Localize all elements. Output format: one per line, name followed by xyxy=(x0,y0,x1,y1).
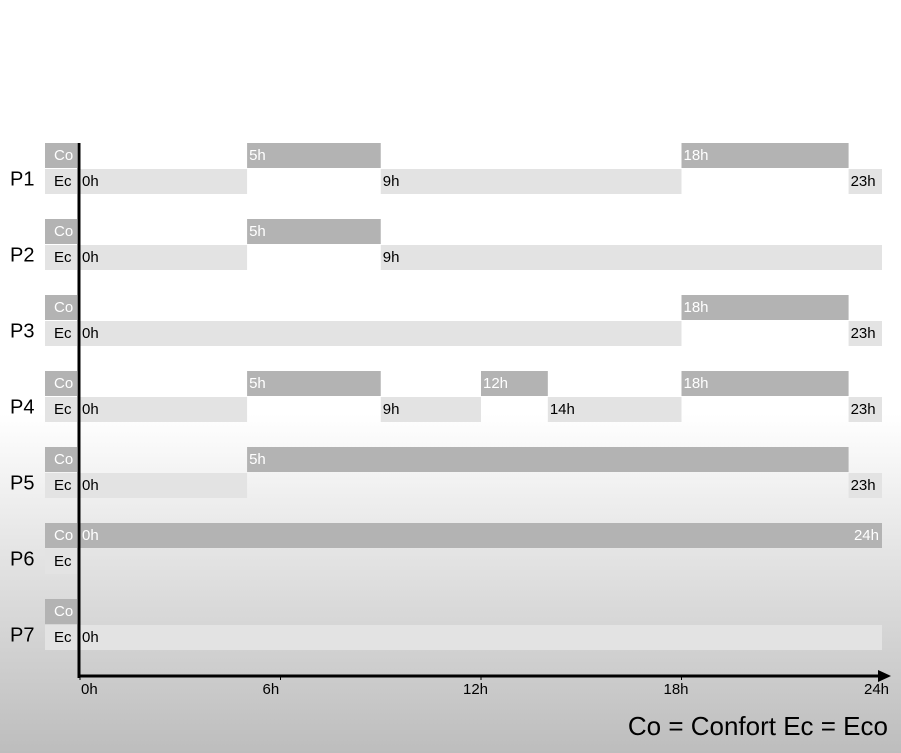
row-label: P1 xyxy=(10,168,34,190)
ec-segment xyxy=(380,169,682,194)
ec-label: Ec xyxy=(54,173,72,190)
ec-segment xyxy=(848,473,882,498)
segment-start-label: 23h xyxy=(851,173,876,190)
co-segment xyxy=(681,143,849,168)
segment-start-label: 9h xyxy=(383,173,400,190)
co-label-box xyxy=(45,523,77,548)
row-label: P6 xyxy=(10,548,34,570)
co-label-box xyxy=(45,447,77,472)
segment-start-label: 9h xyxy=(383,401,400,418)
co-label: Co xyxy=(54,299,73,316)
co-segment xyxy=(80,523,882,548)
segment-start-label: 0h xyxy=(82,401,99,418)
segment-start-label: 12h xyxy=(483,375,508,392)
ec-segment xyxy=(80,397,248,422)
x-tick-label: 24h xyxy=(864,681,889,698)
x-tick-label: 0h xyxy=(81,681,98,698)
co-segment xyxy=(247,143,381,168)
co-label: Co xyxy=(54,603,73,620)
co-label-box xyxy=(45,143,77,168)
ec-segment xyxy=(380,397,481,422)
segment-start-label: 18h xyxy=(684,147,709,164)
ec-segment xyxy=(80,169,248,194)
co-segment xyxy=(681,295,849,320)
ec-label-box xyxy=(45,245,77,270)
row-label: P2 xyxy=(10,244,34,266)
segment-start-label: 5h xyxy=(249,147,266,164)
co-label-box xyxy=(45,295,77,320)
co-segment xyxy=(681,371,849,396)
segment-start-label: 0h xyxy=(82,629,99,646)
ec-segment xyxy=(380,245,882,270)
ec-segment xyxy=(80,625,882,650)
co-label: Co xyxy=(54,527,73,544)
ec-label-box xyxy=(45,549,77,574)
ec-label-box xyxy=(45,169,77,194)
co-segment xyxy=(481,371,548,396)
segment-end-label: 24h xyxy=(854,527,879,544)
co-label-box xyxy=(45,371,77,396)
ec-label: Ec xyxy=(54,401,72,418)
co-label-box xyxy=(45,219,77,244)
co-label: Co xyxy=(54,223,73,240)
ec-segment xyxy=(547,397,682,422)
ec-label-box xyxy=(45,321,77,346)
ec-label-box xyxy=(45,473,77,498)
segment-start-label: 14h xyxy=(550,401,575,418)
legend: Co = Confort Ec = Eco xyxy=(628,711,888,741)
segment-start-label: 0h xyxy=(82,527,99,544)
row-label: P3 xyxy=(10,320,34,342)
x-tick-label: 6h xyxy=(263,681,280,698)
segment-start-label: 5h xyxy=(249,375,266,392)
ec-label: Ec xyxy=(54,249,72,266)
segment-start-label: 0h xyxy=(82,477,99,494)
segment-start-label: 5h xyxy=(249,223,266,240)
row-label: P4 xyxy=(10,396,34,418)
ec-label: Ec xyxy=(54,477,72,494)
axis-arrow xyxy=(878,670,891,682)
ec-label: Ec xyxy=(54,325,72,342)
co-segment xyxy=(247,219,381,244)
segment-start-label: 0h xyxy=(82,325,99,342)
co-label-box xyxy=(45,599,77,624)
co-label: Co xyxy=(54,375,73,392)
row-label: P5 xyxy=(10,472,34,494)
co-label: Co xyxy=(54,451,73,468)
segment-start-label: 23h xyxy=(851,401,876,418)
segment-start-label: 5h xyxy=(249,451,266,468)
segment-start-label: 23h xyxy=(851,477,876,494)
ec-segment xyxy=(848,321,882,346)
ec-segment xyxy=(848,169,882,194)
ec-label-box xyxy=(45,397,77,422)
ec-segment xyxy=(848,397,882,422)
co-segment xyxy=(247,371,381,396)
segment-start-label: 18h xyxy=(684,375,709,392)
ec-label: Ec xyxy=(54,629,72,646)
x-tick-label: 18h xyxy=(664,681,689,698)
ec-segment xyxy=(80,473,248,498)
co-label: Co xyxy=(54,147,73,164)
co-segment xyxy=(247,447,849,472)
segment-start-label: 9h xyxy=(383,249,400,266)
ec-label-box xyxy=(45,625,77,650)
segment-start-label: 23h xyxy=(851,325,876,342)
segment-start-label: 0h xyxy=(82,173,99,190)
ec-segment xyxy=(80,245,248,270)
segment-start-label: 18h xyxy=(684,299,709,316)
x-tick-label: 12h xyxy=(463,681,488,698)
segment-start-label: 0h xyxy=(82,249,99,266)
ec-segment xyxy=(80,321,682,346)
row-label: P7 xyxy=(10,624,34,646)
ec-label: Ec xyxy=(54,553,72,570)
